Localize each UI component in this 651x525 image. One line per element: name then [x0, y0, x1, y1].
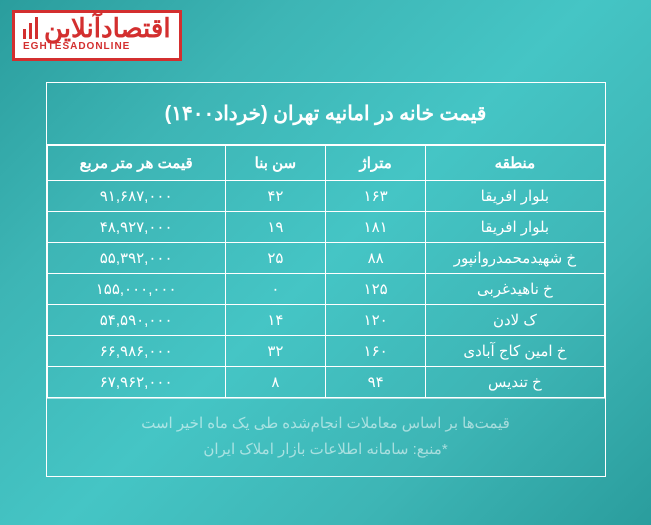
table-footer: قیمت‌ها بر اساس معاملات انجام‌شده طی یک …: [47, 398, 605, 476]
cell-age: ۲۵: [225, 243, 325, 274]
cell-region: ک لادن: [426, 305, 604, 336]
cell-age: ۰: [225, 274, 325, 305]
table-row: خ امین کاج آبادی۱۶۰۳۲۶۶,۹۸۶,۰۰۰: [47, 336, 604, 367]
price-table: منطقه متراژ سن بنا قیمت هر متر مربع بلوا…: [47, 145, 605, 398]
table-row: بلوار افریقا۱۶۳۴۲۹۱,۶۸۷,۰۰۰: [47, 181, 604, 212]
cell-age: ۸: [225, 367, 325, 398]
cell-age: ۳۲: [225, 336, 325, 367]
cell-age: ۱۴: [225, 305, 325, 336]
cell-region: خ تندیس: [426, 367, 604, 398]
cell-price: ۵۴,۵۹۰,۰۰۰: [47, 305, 225, 336]
cell-price: ۱۵۵,۰۰۰,۰۰۰: [47, 274, 225, 305]
table-row: ک لادن۱۲۰۱۴۵۴,۵۹۰,۰۰۰: [47, 305, 604, 336]
cell-region: خ امین کاج آبادی: [426, 336, 604, 367]
table-header-row: منطقه متراژ سن بنا قیمت هر متر مربع: [47, 146, 604, 181]
cell-area: ۱۶۳: [326, 181, 426, 212]
cell-area: ۸۸: [326, 243, 426, 274]
cell-price: ۶۶,۹۸۶,۰۰۰: [47, 336, 225, 367]
cell-area: ۱۸۱: [326, 212, 426, 243]
cell-region: بلوار افریقا: [426, 181, 604, 212]
cell-area: ۱۶۰: [326, 336, 426, 367]
cell-age: ۱۹: [225, 212, 325, 243]
cell-area: ۱۲۰: [326, 305, 426, 336]
cell-price: ۵۵,۳۹۲,۰۰۰: [47, 243, 225, 274]
cell-area: ۱۲۵: [326, 274, 426, 305]
brand-logo: اقتصادآنلاین EGHTESADONLINE: [12, 10, 182, 61]
col-header-region: منطقه: [426, 146, 604, 181]
table-row: خ ناهیدغربی۱۲۵۰۱۵۵,۰۰۰,۰۰۰: [47, 274, 604, 305]
logo-main-row: اقتصادآنلاین: [23, 15, 171, 41]
table-title: قیمت خانه در امانیه تهران (خرداد۱۴۰۰): [47, 83, 605, 145]
price-table-container: قیمت خانه در امانیه تهران (خرداد۱۴۰۰) من…: [46, 82, 606, 477]
col-header-age: سن بنا: [225, 146, 325, 181]
cell-area: ۹۴: [326, 367, 426, 398]
table-row: خ شهیدمحمدروانپور۸۸۲۵۵۵,۳۹۲,۰۰۰: [47, 243, 604, 274]
table-row: خ تندیس۹۴۸۶۷,۹۶۲,۰۰۰: [47, 367, 604, 398]
logo-bars-icon: [23, 17, 38, 39]
cell-price: ۹۱,۶۸۷,۰۰۰: [47, 181, 225, 212]
footer-line-1: قیمت‌ها بر اساس معاملات انجام‌شده طی یک …: [47, 411, 605, 437]
cell-price: ۴۸,۹۲۷,۰۰۰: [47, 212, 225, 243]
logo-main-text: اقتصادآنلاین: [44, 15, 171, 41]
footer-line-2: *منبع: سامانه اطلاعات بازار املاک ایران: [47, 437, 605, 463]
cell-region: خ شهیدمحمدروانپور: [426, 243, 604, 274]
col-header-area: متراژ: [326, 146, 426, 181]
col-header-price: قیمت هر متر مربع: [47, 146, 225, 181]
cell-region: خ ناهیدغربی: [426, 274, 604, 305]
table-row: بلوار افریقا۱۸۱۱۹۴۸,۹۲۷,۰۰۰: [47, 212, 604, 243]
cell-price: ۶۷,۹۶۲,۰۰۰: [47, 367, 225, 398]
cell-region: بلوار افریقا: [426, 212, 604, 243]
cell-age: ۴۲: [225, 181, 325, 212]
